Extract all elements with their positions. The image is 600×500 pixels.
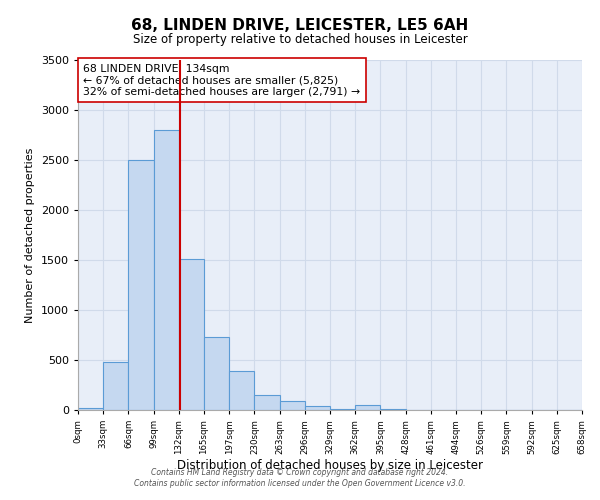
- Bar: [330, 408, 355, 410]
- Bar: [229, 371, 254, 410]
- Text: 68, LINDEN DRIVE, LEICESTER, LE5 6AH: 68, LINDEN DRIVE, LEICESTER, LE5 6AH: [131, 18, 469, 32]
- Bar: [154, 130, 179, 410]
- Text: 68 LINDEN DRIVE: 134sqm
← 67% of detached houses are smaller (5,825)
32% of semi: 68 LINDEN DRIVE: 134sqm ← 67% of detache…: [83, 64, 360, 96]
- Bar: [179, 259, 204, 410]
- Bar: [254, 395, 280, 410]
- Bar: [280, 400, 305, 410]
- Y-axis label: Number of detached properties: Number of detached properties: [25, 148, 35, 322]
- Bar: [380, 409, 406, 410]
- X-axis label: Distribution of detached houses by size in Leicester: Distribution of detached houses by size …: [177, 460, 483, 472]
- Bar: [78, 408, 103, 410]
- Bar: [355, 404, 380, 410]
- Bar: [204, 337, 229, 410]
- Bar: [305, 406, 330, 410]
- Text: Contains HM Land Registry data © Crown copyright and database right 2024.
Contai: Contains HM Land Registry data © Crown c…: [134, 468, 466, 487]
- Bar: [128, 160, 154, 410]
- Text: Size of property relative to detached houses in Leicester: Size of property relative to detached ho…: [133, 32, 467, 46]
- Bar: [103, 362, 128, 410]
